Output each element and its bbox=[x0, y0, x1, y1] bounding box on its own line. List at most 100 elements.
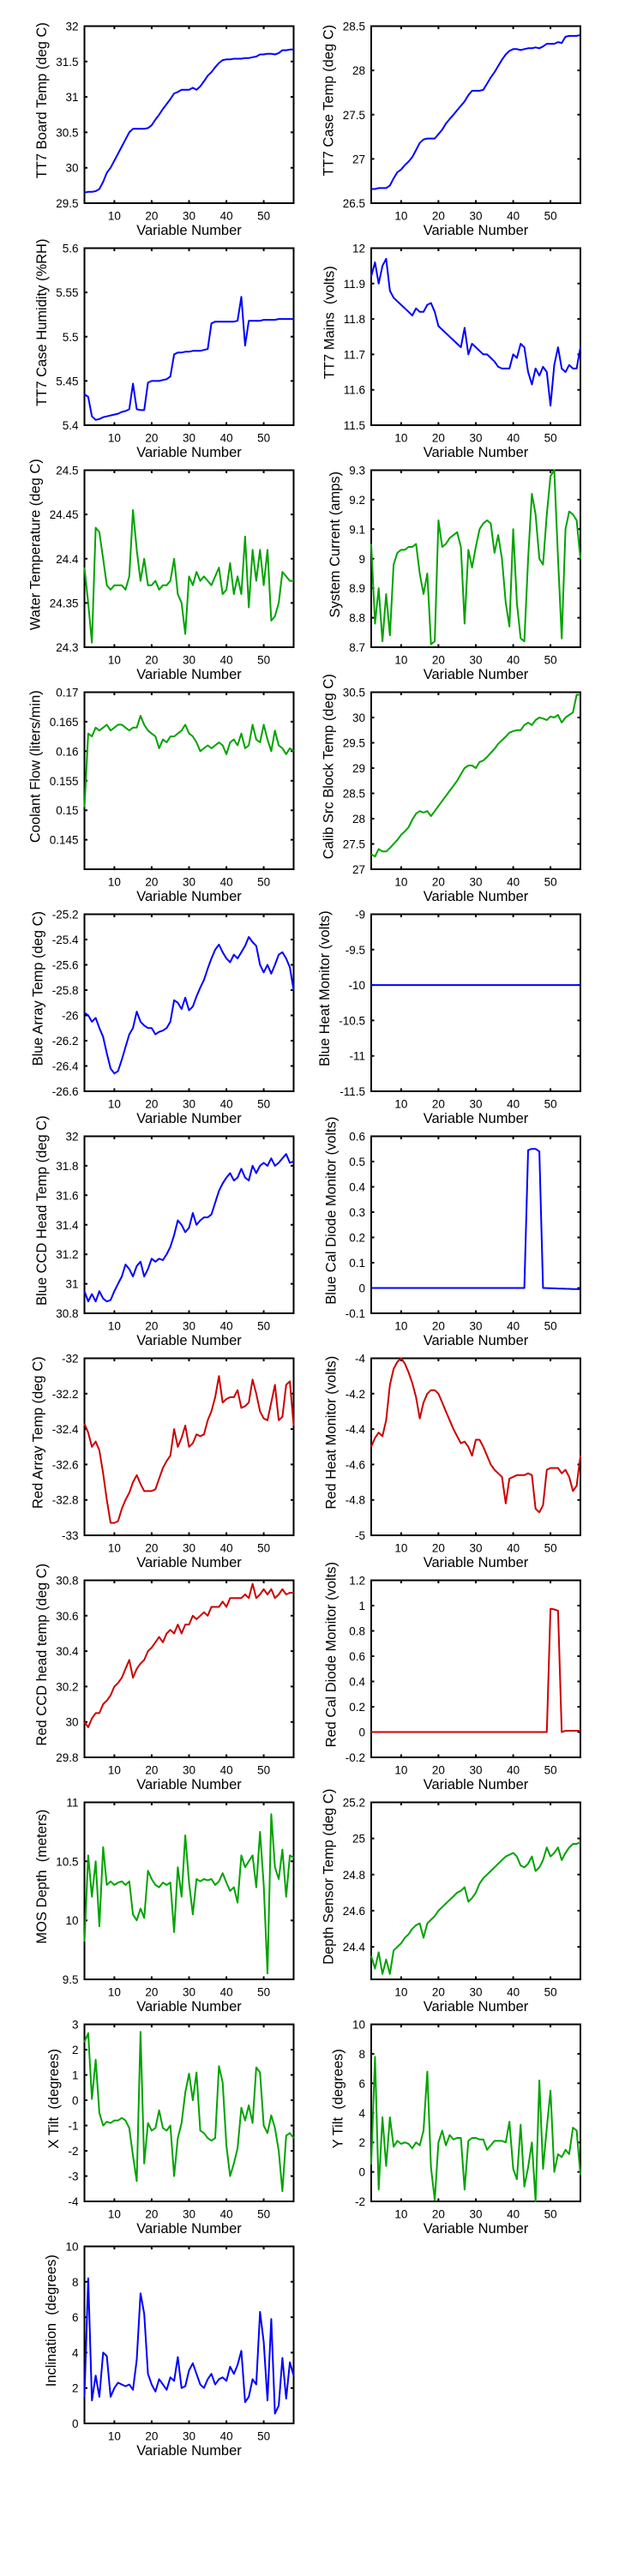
svg-text:20: 20 bbox=[145, 654, 158, 667]
svg-text:10: 10 bbox=[108, 1542, 121, 1555]
svg-text:25: 25 bbox=[352, 1833, 365, 1846]
svg-text:-3: -3 bbox=[68, 2171, 78, 2183]
svg-text:5.5: 5.5 bbox=[63, 331, 79, 344]
svg-text:40: 40 bbox=[220, 654, 233, 667]
svg-text:TT7 Case Humidity (%RH): TT7 Case Humidity (%RH) bbox=[34, 239, 50, 406]
svg-text:8: 8 bbox=[72, 2276, 79, 2289]
svg-text:50: 50 bbox=[257, 654, 270, 667]
svg-text:20: 20 bbox=[432, 432, 445, 445]
svg-text:-32.8: -32.8 bbox=[52, 1494, 79, 1507]
svg-text:0: 0 bbox=[358, 2166, 365, 2179]
svg-text:40: 40 bbox=[507, 1098, 520, 1111]
svg-text:-0.1: -0.1 bbox=[346, 1307, 365, 1320]
svg-text:30.8: 30.8 bbox=[56, 1575, 78, 1588]
svg-text:-5: -5 bbox=[355, 1529, 365, 1542]
svg-text:6: 6 bbox=[358, 2077, 365, 2090]
svg-text:40: 40 bbox=[507, 1764, 520, 1777]
svg-text:Variable Number: Variable Number bbox=[136, 2443, 242, 2459]
svg-text:30: 30 bbox=[183, 2430, 195, 2443]
svg-text:Variable Number: Variable Number bbox=[136, 667, 242, 682]
svg-text:Variable Number: Variable Number bbox=[424, 1999, 529, 2015]
svg-text:20: 20 bbox=[145, 210, 158, 223]
svg-text:20: 20 bbox=[432, 876, 445, 889]
svg-text:Variable Number: Variable Number bbox=[136, 2221, 242, 2237]
svg-text:24.35: 24.35 bbox=[50, 597, 79, 609]
svg-text:30: 30 bbox=[469, 432, 482, 445]
svg-text:11.9: 11.9 bbox=[344, 278, 365, 291]
svg-text:50: 50 bbox=[544, 876, 557, 889]
svg-text:30: 30 bbox=[65, 162, 78, 175]
svg-text:31.5: 31.5 bbox=[56, 56, 78, 69]
svg-text:4: 4 bbox=[358, 2107, 365, 2120]
svg-text:20: 20 bbox=[145, 432, 158, 445]
svg-text:2: 2 bbox=[358, 2136, 365, 2149]
svg-text:-26.2: -26.2 bbox=[52, 1035, 79, 1048]
svg-text:10: 10 bbox=[108, 1986, 121, 1999]
svg-text:30: 30 bbox=[183, 1986, 195, 1999]
svg-text:50: 50 bbox=[257, 210, 270, 223]
svg-text:30: 30 bbox=[183, 432, 195, 445]
svg-text:30: 30 bbox=[183, 2208, 195, 2221]
svg-text:30.2: 30.2 bbox=[56, 1680, 78, 1693]
svg-text:-32.2: -32.2 bbox=[52, 1388, 79, 1401]
svg-text:Variable Number: Variable Number bbox=[136, 1111, 242, 1126]
svg-text:-4: -4 bbox=[68, 2195, 78, 2208]
svg-text:MOS Depth (meters): MOS Depth (meters) bbox=[34, 1810, 50, 1944]
svg-text:30.6: 30.6 bbox=[56, 1610, 78, 1623]
svg-text:Variable Number: Variable Number bbox=[136, 445, 242, 460]
svg-text:10: 10 bbox=[108, 1320, 121, 1333]
svg-text:50: 50 bbox=[544, 1542, 557, 1555]
svg-text:Blue Heat Monitor (volts): Blue Heat Monitor (volts) bbox=[317, 910, 333, 1066]
svg-text:20: 20 bbox=[432, 210, 445, 223]
svg-text:5.4: 5.4 bbox=[63, 419, 79, 432]
svg-text:30: 30 bbox=[469, 1542, 482, 1555]
svg-text:-4.4: -4.4 bbox=[346, 1423, 366, 1436]
svg-text:Calib Src Block Temp (deg C): Calib Src Block Temp (deg C) bbox=[322, 674, 337, 859]
svg-text:X Tilt (degrees): X Tilt (degrees) bbox=[46, 2049, 62, 2148]
svg-text:50: 50 bbox=[544, 1764, 557, 1777]
svg-text:50: 50 bbox=[544, 1320, 557, 1333]
svg-text:30: 30 bbox=[469, 876, 482, 889]
svg-text:31: 31 bbox=[65, 91, 78, 104]
svg-text:10: 10 bbox=[394, 1986, 407, 1999]
svg-text:20: 20 bbox=[145, 2208, 158, 2221]
svg-text:32: 32 bbox=[65, 21, 78, 33]
svg-text:TT7 Board Temp (deg C): TT7 Board Temp (deg C) bbox=[34, 22, 50, 178]
svg-text:-26.6: -26.6 bbox=[52, 1085, 79, 1098]
svg-text:28.5: 28.5 bbox=[343, 21, 365, 33]
svg-text:30: 30 bbox=[469, 1320, 482, 1333]
svg-text:-1: -1 bbox=[68, 2120, 78, 2133]
svg-text:50: 50 bbox=[544, 210, 557, 223]
svg-text:40: 40 bbox=[507, 1320, 520, 1333]
svg-text:10: 10 bbox=[108, 210, 121, 223]
svg-text:30: 30 bbox=[469, 1986, 482, 1999]
svg-text:50: 50 bbox=[257, 1986, 270, 1999]
svg-text:20: 20 bbox=[432, 2208, 445, 2221]
svg-text:0.16: 0.16 bbox=[56, 745, 78, 758]
svg-text:3: 3 bbox=[72, 2019, 79, 2032]
svg-text:40: 40 bbox=[220, 2208, 233, 2221]
svg-text:-4.6: -4.6 bbox=[346, 1458, 365, 1471]
svg-text:TT7 Case Temp (deg C): TT7 Case Temp (deg C) bbox=[322, 25, 337, 177]
svg-text:10: 10 bbox=[108, 876, 121, 889]
svg-text:28: 28 bbox=[352, 813, 365, 826]
svg-text:10: 10 bbox=[394, 1320, 407, 1333]
svg-text:-26: -26 bbox=[62, 1010, 79, 1023]
svg-text:30: 30 bbox=[469, 1098, 482, 1111]
svg-text:Variable Number: Variable Number bbox=[136, 889, 242, 904]
svg-text:24.6: 24.6 bbox=[343, 1905, 365, 1918]
svg-text:10: 10 bbox=[108, 654, 121, 667]
svg-text:40: 40 bbox=[507, 1986, 520, 1999]
svg-text:50: 50 bbox=[257, 1542, 270, 1555]
svg-text:11.5: 11.5 bbox=[344, 419, 365, 432]
svg-text:8: 8 bbox=[358, 2048, 365, 2061]
svg-text:2: 2 bbox=[72, 2044, 79, 2057]
svg-text:27.5: 27.5 bbox=[343, 838, 365, 851]
svg-text:30: 30 bbox=[183, 654, 195, 667]
svg-text:24.5: 24.5 bbox=[56, 465, 78, 477]
svg-text:40: 40 bbox=[507, 2208, 520, 2221]
svg-text:8.7: 8.7 bbox=[349, 641, 365, 654]
svg-text:40: 40 bbox=[220, 1098, 233, 1111]
svg-text:30: 30 bbox=[183, 1764, 195, 1777]
svg-text:24.3: 24.3 bbox=[56, 641, 78, 654]
